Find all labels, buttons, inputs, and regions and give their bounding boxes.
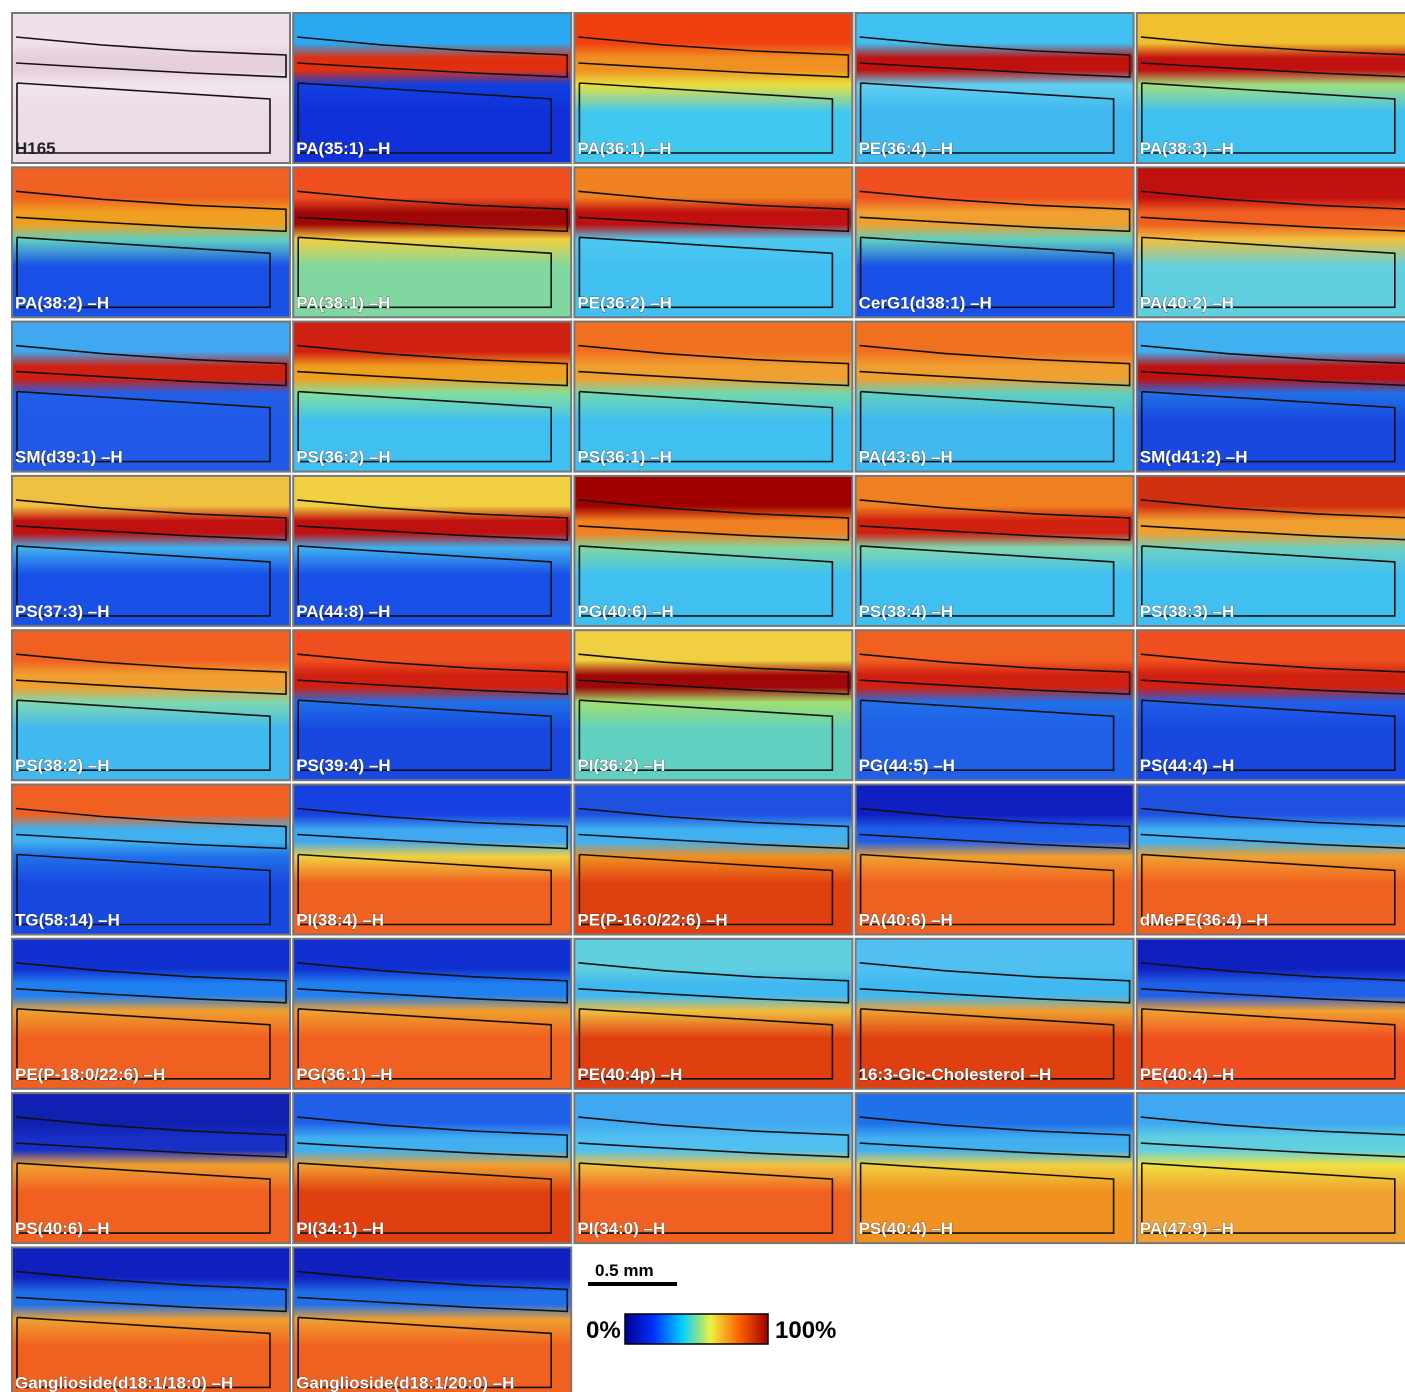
- panel: dMePE(36:4) –H: [1137, 785, 1405, 935]
- panel: PE(36:4) –H: [856, 13, 1134, 163]
- panel: PI(36:2) –H: [574, 630, 852, 780]
- panel-label: PA(43:6) –H: [859, 448, 953, 467]
- panel: PG(36:1) –H: [293, 939, 571, 1089]
- page: 0.5 mm 0% 100% H165 PA(35:1) –H PA(36:1) –…: [0, 0, 1405, 1392]
- panel-label: PS(44:4) –H: [1140, 756, 1234, 775]
- panel: PA(47:9) –H: [1137, 1093, 1405, 1243]
- panel: PG(40:6) –H: [574, 476, 852, 626]
- panel-label: PA(36:1) –H: [577, 139, 671, 158]
- panel-label: TG(58:14) –H: [15, 911, 120, 930]
- panel: PI(34:0) –H: [574, 1093, 852, 1243]
- panel: H165: [12, 13, 290, 163]
- panel: PA(35:1) –H: [293, 13, 571, 163]
- panel: PE(40:4p) –H: [574, 939, 852, 1089]
- panel-label: PI(34:0) –H: [577, 1219, 665, 1238]
- panel-label: PE(P-16:0/22:6) –H: [577, 911, 727, 930]
- panel-label: PG(36:1) –H: [296, 1065, 392, 1084]
- panel: PA(38:3) –H: [1137, 13, 1405, 163]
- panel-label: PI(34:1) –H: [296, 1219, 384, 1238]
- panel: PS(38:3) –H: [1137, 476, 1405, 626]
- panel: PI(34:1) –H: [293, 1093, 571, 1243]
- panel: PA(38:2) –H: [12, 167, 290, 317]
- panel: Ganglioside(d18:1/18:0) –H: [12, 1247, 290, 1392]
- panel-label: SM(d41:2) –H: [1140, 448, 1248, 467]
- panel: PS(37:3) –H: [12, 476, 290, 626]
- panel: PE(36:2) –H: [574, 167, 852, 317]
- panel-label: PE(40:4) –H: [1140, 1065, 1234, 1084]
- panel-label: dMePE(36:4) –H: [1140, 911, 1268, 930]
- panel-label: PE(36:2) –H: [577, 293, 671, 312]
- figure: 0.5 mm 0% 100% H165 PA(35:1) –H PA(36:1) –…: [0, 0, 1405, 1392]
- panel: PS(39:4) –H: [293, 630, 571, 780]
- panel: PA(44:8) –H: [293, 476, 571, 626]
- panel: PS(44:4) –H: [1137, 630, 1405, 780]
- panel: PG(44:5) –H: [856, 630, 1134, 780]
- panel-label: PS(36:1) –H: [577, 448, 671, 467]
- panel: PE(P-18:0/22:6) –H: [12, 939, 290, 1089]
- panel: PS(40:4) –H: [856, 1093, 1134, 1243]
- panel-label: CerG1(d38:1) –H: [859, 293, 992, 312]
- panel: PA(36:1) –H: [574, 13, 852, 163]
- panel-label: 16:3-Glc-Cholesterol –H: [859, 1065, 1052, 1084]
- panel-label: H165: [15, 139, 56, 158]
- panel: PE(40:4) –H: [1137, 939, 1405, 1089]
- panel: PA(40:6) –H: [856, 785, 1134, 935]
- panel-label: PS(37:3) –H: [15, 602, 109, 621]
- panel: SM(d41:2) –H: [1137, 322, 1405, 472]
- colorbar: [625, 1314, 768, 1344]
- panel-label: PA(38:3) –H: [1140, 139, 1234, 158]
- panel-label: Ganglioside(d18:1/18:0) –H: [15, 1373, 233, 1392]
- panel: SM(d39:1) –H: [12, 322, 290, 472]
- panel-label: PA(38:2) –H: [15, 293, 109, 312]
- panel-label: PS(38:2) –H: [15, 756, 109, 775]
- panel: TG(58:14) –H: [12, 785, 290, 935]
- panel-label: PI(38:4) –H: [296, 911, 384, 930]
- panel-label: SM(d39:1) –H: [15, 448, 123, 467]
- panel-label: PA(40:6) –H: [859, 911, 953, 930]
- panel: PS(38:4) –H: [856, 476, 1134, 626]
- panel: PS(40:6) –H: [12, 1093, 290, 1243]
- panel-label: PG(40:6) –H: [577, 602, 673, 621]
- panel-label: PS(38:3) –H: [1140, 602, 1234, 621]
- panel: PS(38:2) –H: [12, 630, 290, 780]
- scale-bar-label: 0.5 mm: [595, 1261, 654, 1280]
- panel: PA(40:2) –H: [1137, 167, 1405, 317]
- panel-label: PS(38:4) –H: [859, 602, 953, 621]
- panel-label: PS(39:4) –H: [296, 756, 390, 775]
- panel: Ganglioside(d18:1/20:0) –H: [293, 1247, 571, 1392]
- panel-label: PA(40:2) –H: [1140, 293, 1234, 312]
- panel-label: PA(44:8) –H: [296, 602, 390, 621]
- panel: PS(36:2) –H: [293, 322, 571, 472]
- colorbar-max-label: 100%: [775, 1317, 836, 1344]
- panel-label: PA(38:1) –H: [296, 293, 390, 312]
- panel-label: PS(40:4) –H: [859, 1219, 953, 1238]
- colorbar-min-label: 0%: [586, 1317, 621, 1344]
- panel-label: Ganglioside(d18:1/20:0) –H: [296, 1373, 514, 1392]
- panel: PS(36:1) –H: [574, 322, 852, 472]
- panel: CerG1(d38:1) –H: [856, 167, 1134, 317]
- panel-label: PS(36:2) –H: [296, 448, 390, 467]
- panel: PE(P-16:0/22:6) –H: [574, 785, 852, 935]
- panel-label: PG(44:5) –H: [859, 756, 955, 775]
- panel-label: PA(47:9) –H: [1140, 1219, 1234, 1238]
- panel: PI(38:4) –H: [293, 785, 571, 935]
- panel: PA(43:6) –H: [856, 322, 1134, 472]
- panel-label: PE(40:4p) –H: [577, 1065, 682, 1084]
- panel-label: PA(35:1) –H: [296, 139, 390, 158]
- panel-label: PI(36:2) –H: [577, 756, 665, 775]
- panel: 16:3-Glc-Cholesterol –H: [856, 939, 1134, 1089]
- panel-label: PE(P-18:0/22:6) –H: [15, 1065, 165, 1084]
- panel-label: PS(40:6) –H: [15, 1219, 109, 1238]
- panel: PA(38:1) –H: [293, 167, 571, 317]
- panel-label: PE(36:4) –H: [859, 139, 953, 158]
